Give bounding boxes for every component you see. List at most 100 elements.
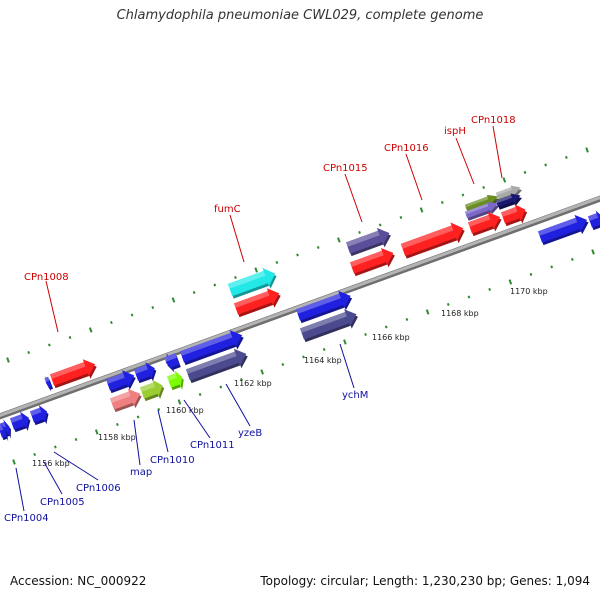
gene-arrow-highlight xyxy=(30,407,42,416)
tick-mark-lower xyxy=(219,385,223,389)
tick-mark-lower xyxy=(446,302,450,306)
tick-mark-lower xyxy=(467,295,471,299)
gene-leader-line xyxy=(455,137,475,185)
tick-mark-lower xyxy=(405,317,409,321)
tick-mark-upper xyxy=(316,245,320,249)
tick-mark-upper xyxy=(234,275,237,279)
gene-arrow-highlight xyxy=(164,353,177,362)
tick-mark-upper xyxy=(68,335,72,340)
kbp-tick-label: 1160 kbp xyxy=(166,406,204,415)
gene-label: yzeB xyxy=(238,428,262,439)
gene-arrow-highlight xyxy=(538,217,578,236)
tick-mark-upper xyxy=(171,297,176,303)
gene-label: CPn1015 xyxy=(323,163,368,174)
tick-mark-lower xyxy=(508,279,513,285)
gene-leader-line xyxy=(492,125,503,179)
tick-mark-upper xyxy=(337,237,341,243)
gene-label: ychM xyxy=(342,390,368,401)
tick-mark-lower xyxy=(12,459,16,465)
tick-mark-lower xyxy=(488,287,492,291)
kbp-tick-label: 1170 kbp xyxy=(510,287,548,296)
tick-mark-upper xyxy=(358,230,361,234)
tick-mark-upper xyxy=(544,163,548,167)
gene-arrow-highlight xyxy=(50,362,86,379)
gene-leader-line xyxy=(53,451,99,481)
tick-mark-lower xyxy=(302,355,305,359)
gene-arrow-highlight xyxy=(464,203,489,215)
gene-arrow-highlight xyxy=(44,376,50,383)
gene-arrow-highlight xyxy=(234,291,270,308)
gene-label: CPn1004 xyxy=(4,513,49,524)
gene-arrow xyxy=(134,362,155,381)
kbp-tick-label: 1164 kbp xyxy=(304,356,342,365)
gene-label: CPn1005 xyxy=(40,497,85,508)
gene-label: ispH xyxy=(444,126,466,137)
gene-leader-line xyxy=(405,153,423,201)
tick-mark-upper xyxy=(27,350,31,355)
gene-arrow-highlight xyxy=(346,230,380,247)
genome-info-label: Topology: circular; Length: 1,230,230 bp… xyxy=(260,574,590,588)
tick-mark-lower xyxy=(529,272,533,276)
gene-leader-line xyxy=(157,409,169,453)
gene-arrow xyxy=(495,193,521,208)
gene-arrow-highlight xyxy=(468,214,491,227)
gene-label: fumC xyxy=(214,204,241,215)
gene-arrow-highlight xyxy=(501,207,518,217)
gene-arrow-highlight xyxy=(167,373,178,381)
tick-mark-upper xyxy=(461,193,465,197)
tick-mark-lower xyxy=(591,249,595,255)
gene-label: CPn1006 xyxy=(76,483,121,494)
tick-mark-lower xyxy=(343,339,347,345)
gene-arrow xyxy=(468,212,501,234)
gene-leader-line xyxy=(344,173,363,223)
tick-mark-upper xyxy=(213,283,217,287)
gene-leader-line xyxy=(183,399,211,439)
tick-mark-upper xyxy=(502,177,507,183)
tick-mark-upper xyxy=(88,327,93,333)
gene-arrow xyxy=(30,405,47,423)
tick-mark-lower xyxy=(570,257,574,261)
gene-arrow xyxy=(106,370,135,391)
gene-arrow-highlight xyxy=(296,293,341,314)
kbp-tick-label: 1162 kbp xyxy=(234,379,272,388)
kbp-tick-label: 1156 kbp xyxy=(32,459,70,468)
tick-mark-lower xyxy=(260,369,264,375)
gene-arrow xyxy=(495,185,521,200)
gene-arrow-highlight xyxy=(400,225,454,249)
gene-leader-line xyxy=(133,419,141,466)
tick-mark-lower xyxy=(74,437,78,442)
gene-arrow xyxy=(464,194,498,212)
tick-mark-upper xyxy=(6,357,10,363)
gene-arrow-highlight xyxy=(464,196,489,208)
gene-arrow-highlight xyxy=(588,213,599,221)
tick-mark-lower xyxy=(198,392,202,396)
tick-mark-upper xyxy=(296,253,299,257)
tick-mark-lower xyxy=(364,332,367,336)
gene-arrow-highlight xyxy=(186,351,237,374)
tick-mark-upper xyxy=(585,147,589,153)
gene-leader-line xyxy=(43,461,63,495)
tick-mark-upper xyxy=(110,320,113,325)
tick-mark-lower xyxy=(177,399,182,405)
gene-arrow-highlight xyxy=(10,414,23,423)
gene-leader-line xyxy=(339,343,355,389)
gene-leader-line xyxy=(225,383,251,427)
tick-mark-upper xyxy=(482,185,486,189)
tick-mark-lower xyxy=(33,452,37,457)
gene-arrow-highlight xyxy=(134,364,148,374)
gene-arrow-highlight xyxy=(350,250,384,267)
gene-label: CPn1011 xyxy=(190,440,235,451)
tick-mark-lower xyxy=(94,429,99,435)
gene-label: map xyxy=(130,467,152,478)
tick-mark-upper xyxy=(130,313,134,317)
tick-mark-upper xyxy=(399,215,403,219)
gene-leader-line xyxy=(229,214,245,263)
tick-mark-lower xyxy=(240,377,243,381)
tick-mark-lower xyxy=(384,325,388,329)
tick-mark-upper xyxy=(151,305,155,310)
gene-arrow xyxy=(10,411,29,430)
tick-mark-upper xyxy=(254,267,258,273)
gene-arrow-highlight xyxy=(300,312,347,333)
gene-label: CPn1010 xyxy=(150,455,195,466)
